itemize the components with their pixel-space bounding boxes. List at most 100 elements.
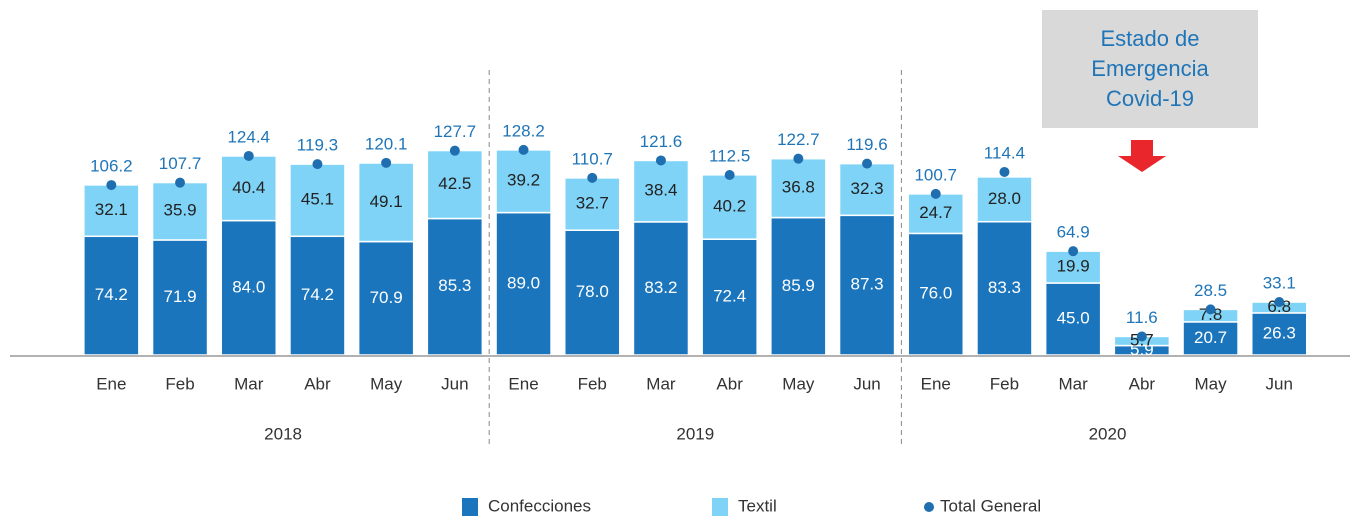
data-label: 35.9	[164, 201, 197, 220]
data-label: 78.0	[576, 282, 609, 301]
legend-label: Total General	[940, 496, 1041, 515]
data-label: 83.2	[644, 278, 677, 297]
total-label: 33.1	[1263, 274, 1296, 293]
total-dot	[1205, 304, 1216, 315]
legend-marker	[462, 498, 478, 516]
bar-segment	[632, 221, 690, 356]
data-label: 45.0	[1057, 308, 1090, 327]
data-label: 71.9	[164, 287, 197, 306]
total-label: 107.7	[159, 154, 202, 173]
bar-segment	[907, 193, 964, 235]
data-label: 40.4	[232, 178, 265, 197]
total-label: 114.4	[984, 143, 1025, 162]
total-dot	[175, 177, 186, 188]
total-dot	[724, 170, 735, 180]
group-label: 2020	[1089, 424, 1127, 443]
group-label: 2018	[264, 424, 302, 443]
data-label: 74.2	[95, 285, 128, 304]
x-tick-label: May	[1194, 374, 1227, 393]
total-label: 121.6	[640, 132, 683, 151]
data-label: 26.3	[1263, 323, 1296, 342]
bar-segment	[976, 220, 1033, 356]
total-dot	[106, 180, 117, 191]
data-label: 28.0	[988, 189, 1021, 208]
data-label: 84.0	[232, 277, 265, 296]
bar-segment	[838, 214, 896, 356]
x-tick-label: Ene	[508, 374, 538, 393]
x-tick-label: Jun	[853, 374, 880, 393]
legend-marker	[712, 498, 728, 516]
total-dot	[449, 145, 460, 156]
x-tick-label: Abr	[1129, 374, 1156, 393]
total-dot	[862, 158, 873, 169]
data-label: 32.3	[851, 179, 884, 198]
data-label: 32.1	[95, 200, 128, 219]
data-label: 20.7	[1194, 328, 1227, 347]
annotation-line: Covid-19	[1105, 86, 1195, 111]
bar-segment	[495, 149, 552, 214]
x-tick-label: Ene	[96, 374, 126, 393]
x-tick-label: May	[782, 374, 815, 393]
total-label: 11.6	[1126, 308, 1158, 327]
data-label: 40.2	[713, 196, 746, 215]
total-dot	[1136, 331, 1147, 342]
total-dot	[655, 155, 666, 166]
data-label: 70.9	[370, 288, 403, 307]
x-tick-label: Mar	[646, 374, 676, 393]
data-label: 87.3	[851, 275, 884, 294]
total-dot	[1068, 246, 1079, 257]
x-tick-label: Feb	[578, 374, 607, 393]
x-tick-label: Jun	[1266, 374, 1293, 393]
data-label: 42.5	[438, 174, 471, 193]
bar-segment	[151, 181, 209, 241]
bar-segment	[770, 216, 827, 356]
bar-segment	[838, 162, 896, 217]
data-label: 89.0	[507, 273, 540, 292]
data-label: 74.2	[301, 285, 334, 304]
data-label: 45.1	[301, 190, 334, 209]
data-label: 32.7	[576, 194, 609, 213]
bar-segment	[1251, 312, 1308, 356]
annotation-line: Emergencia	[1091, 56, 1209, 81]
x-tick-label: Ene	[921, 374, 951, 393]
annotation: Estado de Emergencia Covid-19	[1042, 10, 1258, 128]
bar-segment	[564, 177, 621, 231]
total-dot	[1274, 297, 1285, 308]
x-tick-label: Mar	[1059, 374, 1089, 393]
total-label: 112.5	[709, 146, 750, 165]
bar-segment	[220, 155, 277, 222]
data-label: 24.7	[919, 203, 952, 222]
bar-segment	[1044, 250, 1102, 284]
x-tick-label: Feb	[990, 374, 1019, 393]
data-label: 76.0	[919, 284, 952, 303]
annotation-line: Estado de	[1100, 26, 1200, 51]
x-tick-label: Mar	[234, 374, 264, 393]
data-label: 83.3	[988, 278, 1021, 297]
data-label: 19.9	[1057, 257, 1090, 276]
total-label: 128.2	[502, 121, 545, 140]
bar-segment	[426, 149, 484, 220]
x-tick-label: Abr	[304, 374, 331, 393]
data-label: 7.8	[1199, 305, 1223, 324]
bar-segment	[357, 240, 415, 356]
data-label: 49.1	[370, 192, 403, 211]
x-tick-label: Jun	[441, 374, 468, 393]
bar-segment	[1182, 321, 1239, 356]
total-label: 127.7	[434, 122, 477, 141]
bar-segment	[564, 229, 621, 356]
total-label: 110.7	[572, 149, 613, 168]
bar-segment	[976, 176, 1033, 223]
bar-segment	[220, 219, 277, 356]
total-dot	[587, 172, 598, 183]
x-tick-label: Abr	[716, 374, 743, 393]
bar-segment	[701, 174, 758, 240]
legend-label: Textil	[738, 496, 777, 515]
total-label: 100.7	[914, 165, 957, 184]
total-label: 124.4	[227, 127, 270, 146]
bar-segment	[289, 235, 346, 356]
data-label: 85.3	[438, 276, 471, 295]
annotation-arrow	[1118, 140, 1166, 172]
total-dot	[381, 157, 392, 168]
